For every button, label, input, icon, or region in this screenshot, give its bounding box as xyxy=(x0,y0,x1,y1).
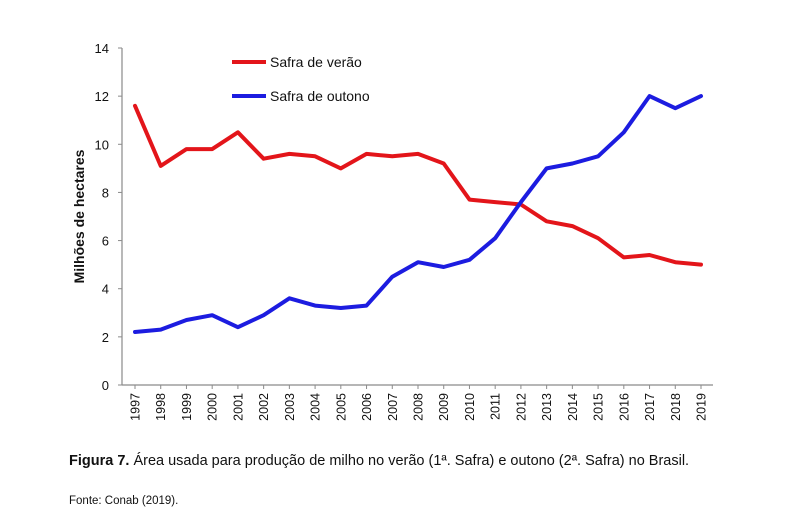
figure-caption-text: Área usada para produção de milho no ver… xyxy=(129,453,690,469)
x-tick-label: 2016 xyxy=(617,393,631,421)
legend-label-0: Safra de verão xyxy=(270,54,362,70)
figure-caption-label: Figura 7. xyxy=(69,453,130,469)
x-tick-label: 2001 xyxy=(231,393,245,421)
x-tick-label: 2008 xyxy=(412,393,426,421)
x-tick-label: 2017 xyxy=(643,393,657,421)
chart-axes xyxy=(121,48,713,386)
x-tick-label: 2007 xyxy=(386,393,400,421)
y-tick-label: 2 xyxy=(102,330,109,345)
x-tick-label: 2009 xyxy=(437,393,451,421)
y-tick-label: 0 xyxy=(102,378,109,393)
figure-caption: Figura 7. Área usada para produção de mi… xyxy=(69,452,749,471)
y-tick-label: 4 xyxy=(102,282,109,297)
y-tick-label: 8 xyxy=(102,185,109,200)
chart-series xyxy=(133,94,703,334)
y-tick-label: 10 xyxy=(95,137,109,152)
x-tick-label: 2006 xyxy=(360,393,374,421)
y-tick-labels: 0 2 4 6 8 10 12 14 xyxy=(95,41,122,393)
x-tick-label: 2003 xyxy=(283,393,297,421)
x-tick-label: 2010 xyxy=(463,393,477,421)
y-tick-label: 12 xyxy=(95,89,109,104)
x-tick-label: 1999 xyxy=(180,393,194,421)
x-tick-label: 2000 xyxy=(206,393,220,421)
legend-label-1: Safra de outono xyxy=(270,88,370,104)
figure-source: Fonte: Conab (2019). xyxy=(69,495,179,507)
x-tick-label: 1997 xyxy=(129,393,143,421)
x-tick-labels: 1997 1998 1999 2000 2001 2002 2003 2004 2005 2006… xyxy=(129,385,709,421)
y-tick-label: 6 xyxy=(102,234,109,249)
x-tick-label: 2015 xyxy=(592,393,606,421)
chart-legend: Safra de verão Safra de outono xyxy=(232,54,370,104)
series-line-1 xyxy=(133,94,703,334)
x-tick-label: 2018 xyxy=(669,393,683,421)
line-chart: 0 2 4 6 8 10 12 14 1997 1998 1999 2000 2001 2002 2003… xyxy=(71,41,713,421)
x-tick-label: 2004 xyxy=(309,393,323,421)
x-tick-label: 1998 xyxy=(154,393,168,421)
x-tick-label: 2014 xyxy=(566,393,580,421)
y-tick-label: 14 xyxy=(95,41,109,56)
x-tick-label: 2019 xyxy=(695,393,709,421)
x-tick-label: 2013 xyxy=(540,393,554,421)
x-tick-label: 2005 xyxy=(334,393,348,421)
x-tick-label: 2012 xyxy=(514,393,528,421)
x-tick-label: 2002 xyxy=(257,393,271,421)
y-axis-label: Milhões de hectares xyxy=(71,149,87,283)
x-tick-label: 2011 xyxy=(489,393,503,420)
series-line-0 xyxy=(133,103,703,267)
